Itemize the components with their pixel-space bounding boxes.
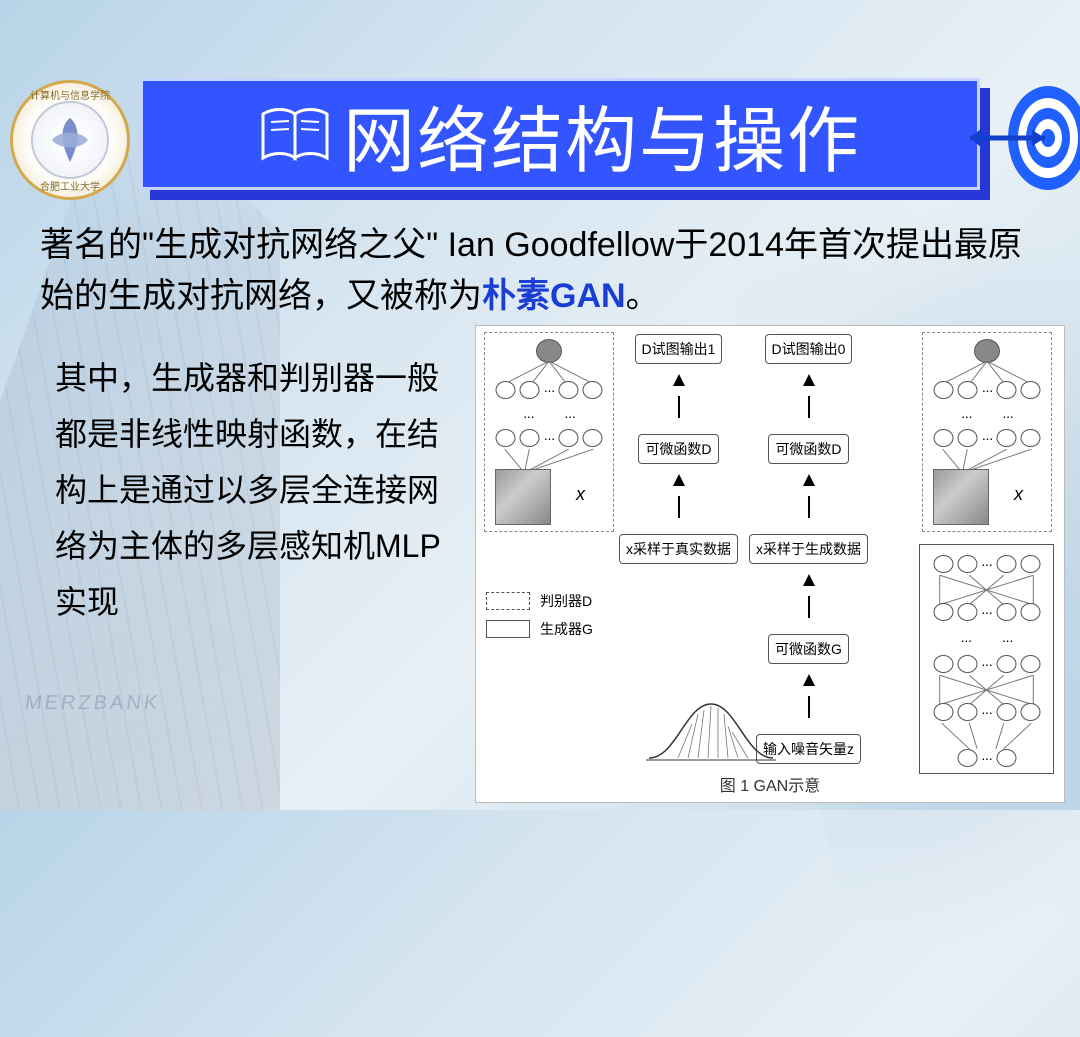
intro-paragraph: 著名的"生成对抗网络之父" Ian Goodfellow于2014年首次提出最原… (40, 220, 1040, 322)
university-logo: 计算机与信息学院 合肥工业大学 (10, 80, 130, 200)
intro-keyword: 朴素GAN (482, 277, 626, 315)
legend-discriminator: 判别器D (540, 591, 592, 611)
logo-symbol-icon (42, 112, 98, 168)
diagram-legend: 判别器D 生成器G (486, 591, 676, 647)
body-paragraph: 其中，生成器和判别器一般都是非线性映射函数，在结构上是通过以多层全连接网络为主体… (55, 350, 455, 630)
logo-text-bottom: 合肥工业大学 (13, 178, 127, 193)
box-x-real: x采样于真实数据 (619, 534, 738, 564)
intro-suffix: 。 (626, 277, 660, 315)
box-d-func-2: 可微函数D (768, 434, 848, 464)
flow-column-real: D试图输出1 可微函数D x采样于真实数据 (626, 334, 731, 564)
input-image-fake-icon (933, 469, 989, 525)
legend-generator: 生成器G (540, 619, 593, 639)
box-d-func-1: 可微函数D (638, 434, 718, 464)
box-g-func: 可微函数G (768, 634, 849, 664)
target-icon (970, 78, 1080, 198)
diagram-caption: 图 1 GAN示意 (476, 772, 1064, 796)
logo-text-top: 计算机与信息学院 (13, 87, 127, 102)
title-bar: 网络结构与操作 (140, 78, 980, 190)
box-d-output-0: D试图输出0 (765, 334, 853, 364)
discriminator-net-left: ··· ··· ··· ··· x (484, 332, 614, 532)
input-image-icon (495, 469, 551, 525)
gan-diagram: ··· ··· ··· ··· x D试图输出1 可微函数D x采样于真实数据 … (475, 325, 1065, 803)
box-d-output-1: D试图输出1 (635, 334, 723, 364)
input-x-fake-label: x (1014, 484, 1023, 505)
input-x-label: x (576, 484, 585, 505)
discriminator-net-right: ··· ··· ··· ··· x (922, 332, 1052, 532)
noise-distribution-icon (646, 696, 776, 766)
open-book-icon (259, 104, 331, 164)
slide-title: 网络结构与操作 (343, 82, 861, 187)
box-x-fake: x采样于生成数据 (749, 534, 868, 564)
